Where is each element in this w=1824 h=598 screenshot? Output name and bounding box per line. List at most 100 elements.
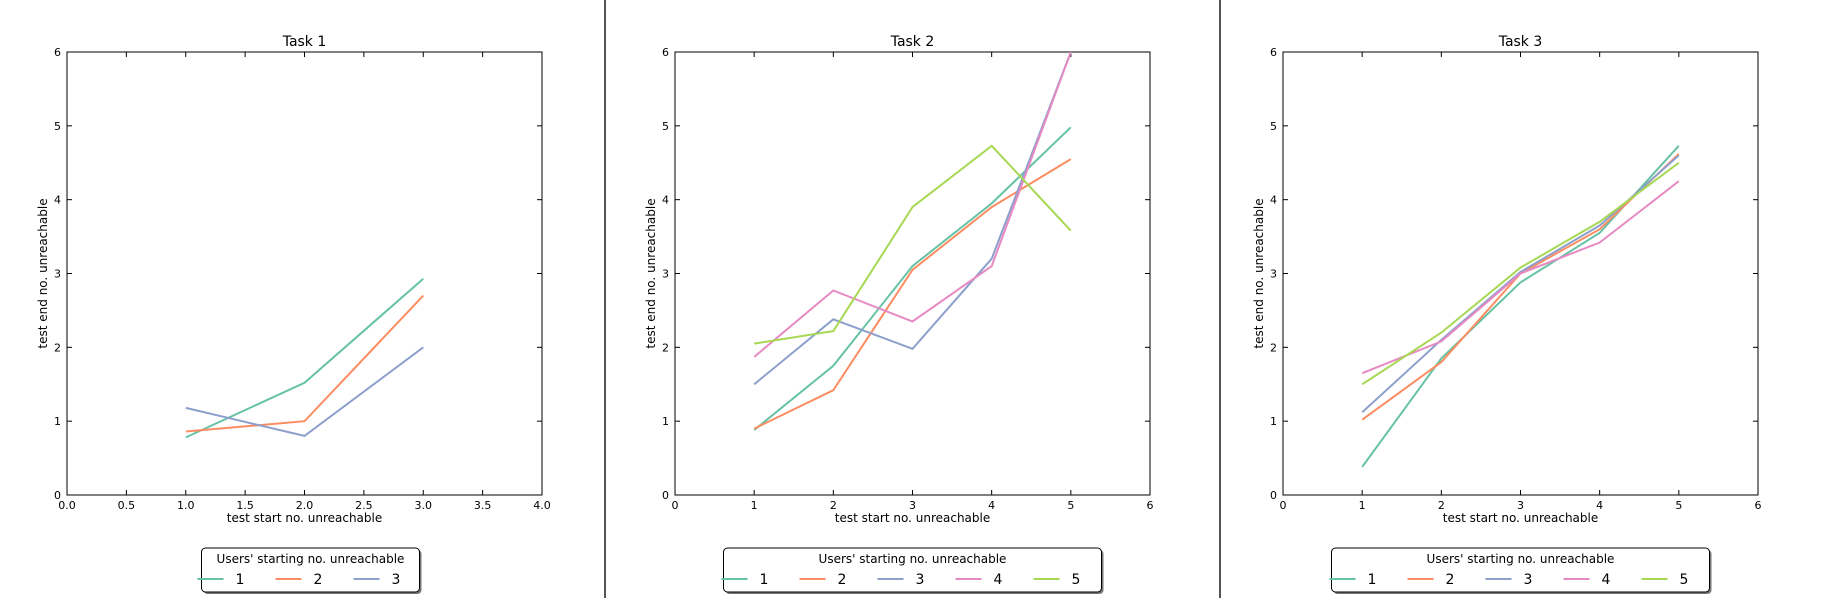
x-axis-label: test start no. unreachable [835,511,991,525]
y-tick-label: 6 [662,46,669,59]
y-tick-label: 2 [1270,341,1277,354]
chart-svg: Task 1 0.0 0.5 1.0 1.5 2.0 2.5 3.0 3.5 4.0 0 1 2 3 4 5 6… [36,34,551,594]
legend-label-3: 3 [1524,572,1533,588]
chart-legend: Users' starting no. unreachable 1 2 3 4 5 [1329,547,1712,594]
y-axis-label: test end no. unreachable [36,198,50,348]
series-line-4 [753,52,1072,358]
y-tick-label: 1 [662,415,669,428]
legend-label-4: 4 [1602,572,1611,588]
y-tick-label: 1 [1270,415,1277,428]
chart-panel-task-1: Task 1 0.0 0.5 1.0 1.5 2.0 2.5 3.0 3.5 4.0 0 1 2 3 4 5 6… [0,0,608,598]
y-tick-label: 5 [1270,120,1277,133]
x-tick-label: 3 [1517,499,1524,512]
series-line-3 [753,52,1072,386]
x-tick-label: 0.0 [58,499,76,512]
y-tick-label: 2 [662,341,669,354]
y-tick-label: 0 [1270,489,1277,502]
x-tick-label: 0 [1280,499,1287,512]
legend-title: Users' starting no. unreachable [819,552,1007,566]
x-tick-label: 6 [1755,499,1762,512]
chart-svg: Task 2 0 1 2 3 4 5 6 0 1 2 3 4 5 6 test start no. unrea… [644,34,1154,594]
panel-divider [1219,0,1221,598]
x-tick-label: 1 [751,499,758,512]
chart-panel-task-2: Task 2 0 1 2 3 4 5 6 0 1 2 3 4 5 6 test start no. unrea… [608,0,1216,598]
x-axis-label: test start no. unreachable [1443,511,1599,525]
legend-label-1: 1 [236,572,245,588]
x-axis-label: test start no. unreachable [227,511,383,525]
chart-title: Task 2 [890,34,935,50]
x-tick-label: 1.0 [177,499,195,512]
y-tick-label: 0 [54,489,61,502]
y-tick-label: 2 [54,341,61,354]
legend-label-3: 3 [392,572,401,588]
legend-label-4: 4 [994,572,1003,588]
chart-title: Task 3 [1498,34,1543,50]
y-tick-label: 5 [54,120,61,133]
legend-label-5: 5 [1072,572,1081,588]
series-group [1361,145,1680,468]
series-line-3 [185,346,424,437]
chart-legend: Users' starting no. unreachable 1 2 3 [197,547,422,594]
y-axis-label: test end no. unreachable [1252,198,1266,348]
x-tick-label: 2 [1438,499,1445,512]
legend-box [1331,547,1710,593]
legend-label-2: 2 [314,572,323,588]
x-tick-label: 4.0 [533,499,551,512]
y-axis-label: test end no. unreachable [644,198,658,348]
series-group [753,52,1072,431]
x-tick-label: 4 [1596,499,1603,512]
x-tick-label: 0 [672,499,679,512]
series-line-3 [1361,154,1680,414]
legend-label-1: 1 [1368,572,1377,588]
x-tick-label: 4 [988,499,995,512]
plot-area-frame [674,51,1151,496]
x-tick-label: 6 [1147,499,1154,512]
y-tick-label: 3 [662,268,669,281]
legend-label-3: 3 [916,572,925,588]
legend-box [201,547,420,593]
y-tick-label: 0 [662,489,669,502]
chart-panel-task-3: Task 3 0 1 2 3 4 5 6 0 1 2 3 4 5 6 test start no. unrea… [1216,0,1824,598]
y-tick-label: 4 [1270,194,1277,207]
series-line-4 [1361,180,1680,375]
x-tick-label: 3.5 [474,499,492,512]
panel-divider [604,0,606,598]
series-line-5 [1361,161,1680,386]
x-tick-label: 0.5 [118,499,136,512]
y-tick-label: 4 [662,194,669,207]
x-tick-label: 3.0 [415,499,433,512]
x-tick-label: 2.0 [296,499,314,512]
chart-title: Task 1 [282,34,327,50]
series-line-1 [753,126,1072,431]
series-line-1 [1361,145,1680,468]
series-line-2 [185,294,425,433]
series-line-1 [185,277,424,439]
legend-title: Users' starting no. unreachable [1427,552,1615,566]
series-group [185,277,425,439]
x-tick-label: 2.5 [355,499,373,512]
plot-area-frame [66,51,543,496]
legend-label-2: 2 [838,572,847,588]
y-tick-label: 3 [54,268,61,281]
x-tick-label: 2 [830,499,837,512]
y-tick-label: 5 [662,120,669,133]
series-line-5 [754,144,1072,345]
legend-label-1: 1 [760,572,769,588]
legend-label-5: 5 [1680,572,1689,588]
legend-title: Users' starting no. unreachable [217,552,405,566]
x-tick-label: 5 [1067,499,1074,512]
y-tick-label: 3 [1270,268,1277,281]
chart-legend: Users' starting no. unreachable 1 2 3 4 5 [721,547,1104,594]
series-line-2 [1361,153,1680,421]
x-tick-label: 5 [1675,499,1682,512]
series-line-2 [753,158,1072,430]
chart-svg: Task 3 0 1 2 3 4 5 6 0 1 2 3 4 5 6 test start no. unrea… [1252,34,1762,594]
y-tick-label: 1 [54,415,61,428]
x-tick-label: 1.5 [236,499,254,512]
y-tick-label: 4 [54,194,61,207]
y-tick-label: 6 [1270,46,1277,59]
legend-label-2: 2 [1446,572,1455,588]
x-tick-label: 3 [909,499,916,512]
x-tick-label: 1 [1359,499,1366,512]
legend-box [723,547,1102,593]
